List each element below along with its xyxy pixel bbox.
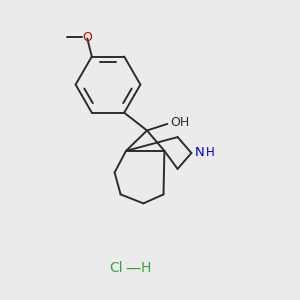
Text: Cl: Cl <box>110 262 123 275</box>
Text: H: H <box>206 146 214 160</box>
Text: N: N <box>195 146 205 160</box>
Text: OH: OH <box>170 116 189 129</box>
Text: H: H <box>141 262 152 275</box>
Text: O: O <box>82 31 92 44</box>
Text: —: — <box>125 261 140 276</box>
